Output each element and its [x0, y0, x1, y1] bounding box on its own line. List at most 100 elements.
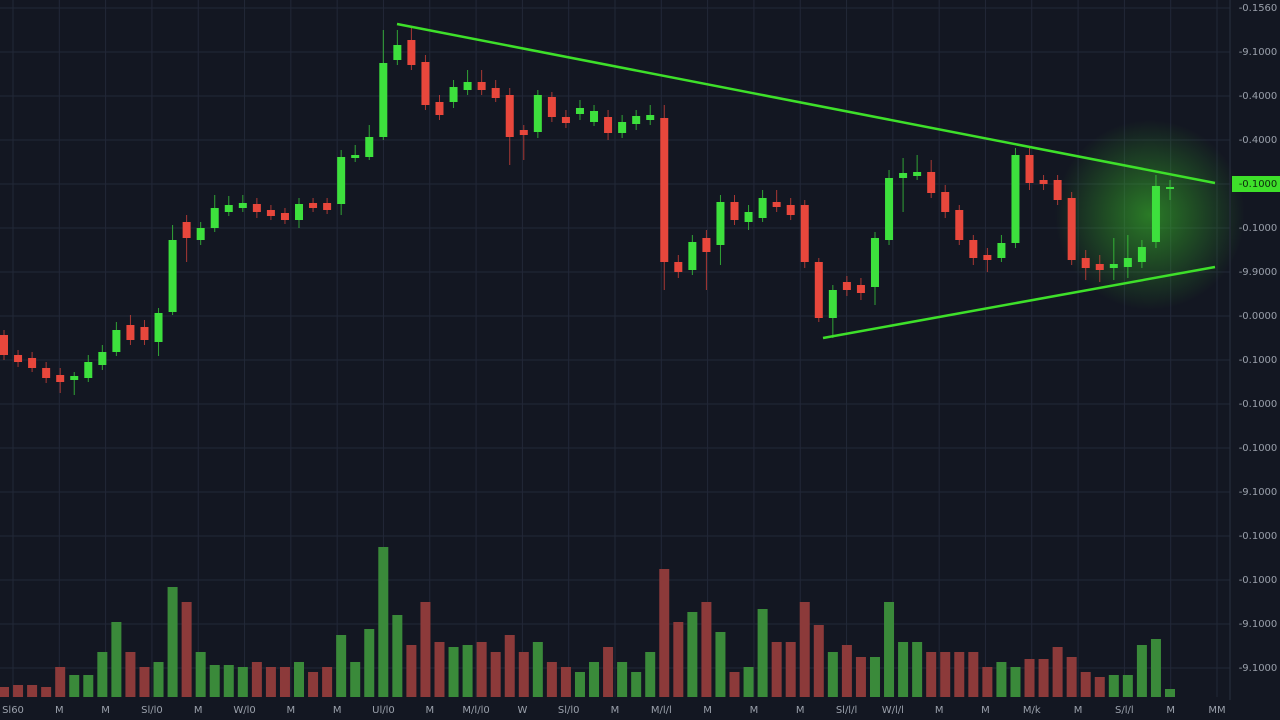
candle-body: [182, 222, 191, 238]
volume-bar: [940, 652, 951, 697]
candle-body: [210, 208, 219, 228]
candle-body: [983, 255, 992, 260]
x-tick-label: MM: [1208, 705, 1225, 716]
volume-bar: [589, 662, 600, 697]
volume-bar: [982, 667, 993, 697]
volume-bar: [926, 652, 937, 697]
candle-body: [42, 368, 51, 378]
volume-bar: [1024, 659, 1035, 697]
volume-bar: [659, 569, 670, 697]
candle-body: [899, 173, 908, 178]
volume-bar: [490, 652, 501, 697]
candle-body: [688, 242, 697, 270]
volume-bar: [41, 687, 52, 697]
volume-bar: [97, 652, 108, 697]
candle-body: [870, 238, 879, 287]
x-tick-label: M/k: [1023, 705, 1041, 716]
volume-bar: [237, 667, 248, 697]
volume-bar: [1010, 667, 1021, 697]
candle-body: [449, 87, 458, 102]
candle-body: [533, 95, 542, 132]
candle-body: [435, 102, 444, 115]
volume-bar: [223, 665, 234, 697]
candle-body: [660, 118, 669, 262]
volume-bar: [125, 652, 136, 697]
y-tick-label: -0.1000: [1239, 443, 1278, 454]
candle-body: [238, 203, 247, 208]
candle-body: [126, 325, 135, 340]
x-tick-label: M/l/l0: [462, 705, 489, 716]
candle-body: [196, 228, 205, 240]
candle-body: [772, 202, 781, 207]
y-tick-label: -0.1560: [1239, 3, 1278, 14]
grid: [0, 0, 1230, 697]
volume-bar: [701, 602, 712, 697]
volume-bar: [617, 662, 628, 697]
volume-bar: [378, 547, 389, 697]
y-tick-label: -0.4000: [1239, 91, 1278, 102]
x-tick-label: M: [287, 705, 296, 716]
volume-bar: [799, 602, 810, 697]
y-tick-label: -9.1000: [1239, 619, 1278, 630]
candle-body: [365, 137, 374, 157]
candle-body: [814, 262, 823, 318]
volume-bar: [251, 662, 262, 697]
candle-body: [393, 45, 402, 60]
volume-bar: [1136, 645, 1147, 697]
candle-body: [561, 117, 570, 123]
volume-bar: [1165, 689, 1175, 697]
volume-bar: [729, 672, 740, 697]
volume-bar: [1052, 647, 1063, 697]
candle-body: [913, 172, 922, 176]
volume-bar: [139, 667, 150, 697]
volume-bar: [912, 642, 923, 697]
candle-body: [337, 157, 346, 204]
candle-body: [1067, 198, 1076, 260]
volume-bar: [153, 662, 164, 697]
candle-body: [632, 116, 641, 124]
volume-bar: [884, 602, 895, 697]
volume-bar: [504, 635, 515, 697]
volume-bar: [1094, 677, 1105, 697]
volume-bar: [757, 609, 768, 697]
volume-bar: [434, 642, 445, 697]
trendline-upper: [396, 22, 1216, 185]
candle-body: [84, 362, 93, 378]
x-tick-label: Sl/l/l: [836, 705, 857, 716]
candle-body: [646, 115, 655, 120]
candle-body: [927, 172, 936, 193]
trendline-lower: [822, 265, 1216, 340]
candle-body: [856, 285, 865, 293]
candle-body: [730, 202, 739, 220]
x-tick-label: M: [1074, 705, 1083, 716]
volume-bar: [364, 629, 375, 697]
volume-bar: [898, 642, 909, 697]
candle-body: [351, 155, 360, 158]
x-tick-label: M: [611, 705, 620, 716]
volume-bar: [322, 667, 333, 697]
candle-body: [56, 375, 65, 382]
volume-bar: [631, 672, 642, 697]
candle-body: [421, 62, 430, 105]
candle-body: [1011, 155, 1020, 243]
candle-body: [955, 210, 964, 240]
candle-body: [477, 82, 486, 90]
candle-body: [885, 178, 894, 240]
x-tick-label: W/l/l: [882, 705, 904, 716]
x-tick-label: Sl60: [2, 705, 24, 716]
volume-bar: [855, 657, 866, 697]
volume-bar: [1108, 675, 1119, 697]
x-tick-label: W/l0: [233, 705, 255, 716]
x-tick-label: M: [703, 705, 712, 716]
candle-body: [828, 290, 837, 318]
y-tick-label: -0.1000: [1239, 399, 1278, 410]
candle-body: [14, 355, 23, 362]
volume-bar: [308, 672, 319, 697]
y-tick-label: -9.1000: [1239, 663, 1278, 674]
volume-bar: [673, 622, 684, 697]
volume-bar: [518, 652, 529, 697]
volume-bar: [265, 667, 276, 697]
candle-body: [969, 240, 978, 258]
candle-body: [758, 198, 767, 218]
candle-body: [674, 262, 683, 272]
